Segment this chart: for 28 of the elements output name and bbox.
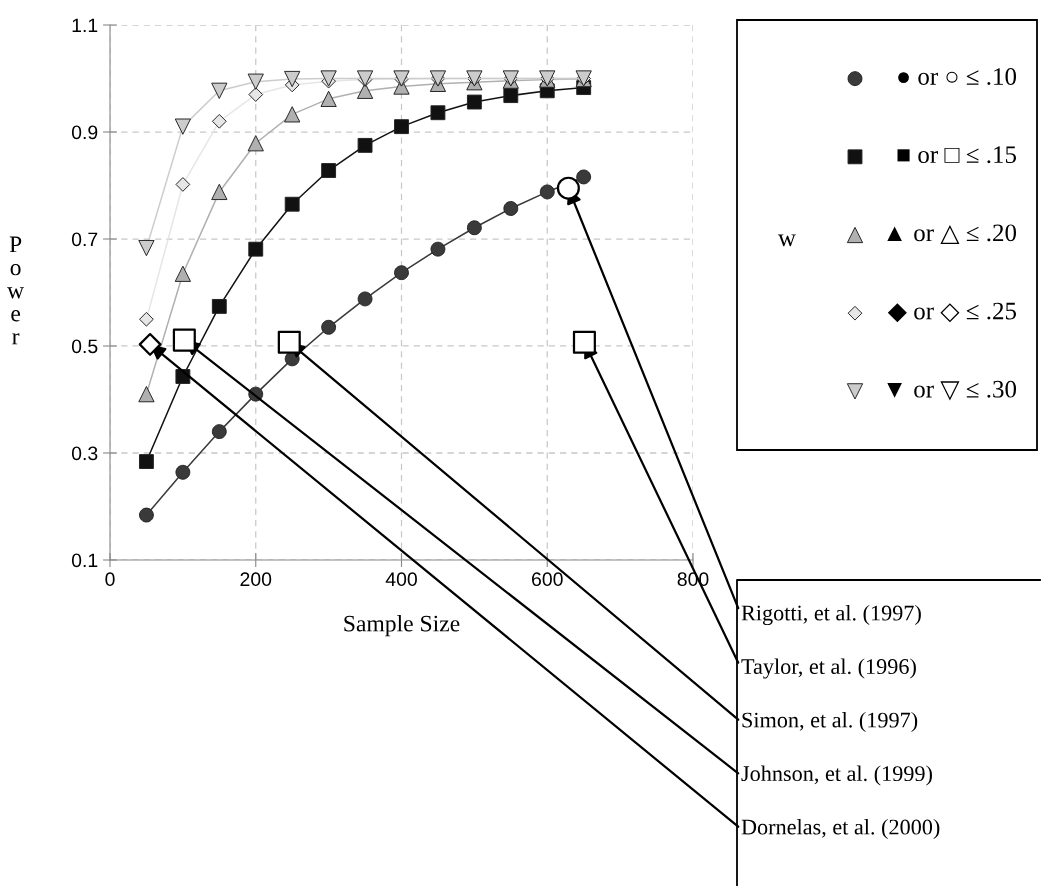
legend-label: ■ or □ ≤ .15 (897, 146, 1017, 164)
annotation: Simon, et al. (1997) (742, 711, 918, 733)
y-tick-label: 0.1 (71, 553, 98, 568)
legend-label: ▼ or ▽ ≤ .30 (887, 380, 1017, 401)
point (556, 176, 580, 200)
point (172, 328, 196, 352)
y-tick-label: 0.5 (71, 339, 98, 354)
legend-label: ● or ○ ≤ .10 (898, 68, 1017, 85)
x-tick-label: 200 (240, 572, 272, 587)
y-tick-label: 0.7 (71, 232, 98, 247)
y-tick-label: 0.3 (71, 446, 98, 461)
y-tick-label: 1.1 (72, 18, 98, 33)
legend-label: ◆ or ◇ ≤ .25 (887, 302, 1017, 323)
legend-title: w (778, 234, 796, 247)
x-tick-label: 600 (532, 572, 563, 587)
point (138, 332, 162, 356)
x-tick-label: 0 (105, 572, 115, 587)
legend-label: ▲ or △ ≤ .20 (887, 224, 1017, 245)
x-tick-label: 400 (385, 572, 417, 587)
y-axis-title: Power (7, 236, 25, 345)
annotation: Taylor, et al. (1996) (741, 658, 916, 679)
annotation: Dornelas, et al. (2000) (741, 818, 940, 840)
y-tick-label: 0.9 (71, 125, 98, 140)
point (277, 330, 301, 354)
point (572, 330, 596, 354)
annotation: Johnson, et al. (1999) (741, 765, 932, 786)
annotation: Rigotti, et al. (1997) (741, 604, 921, 626)
x-axis-title: Sample Size (344, 614, 460, 637)
